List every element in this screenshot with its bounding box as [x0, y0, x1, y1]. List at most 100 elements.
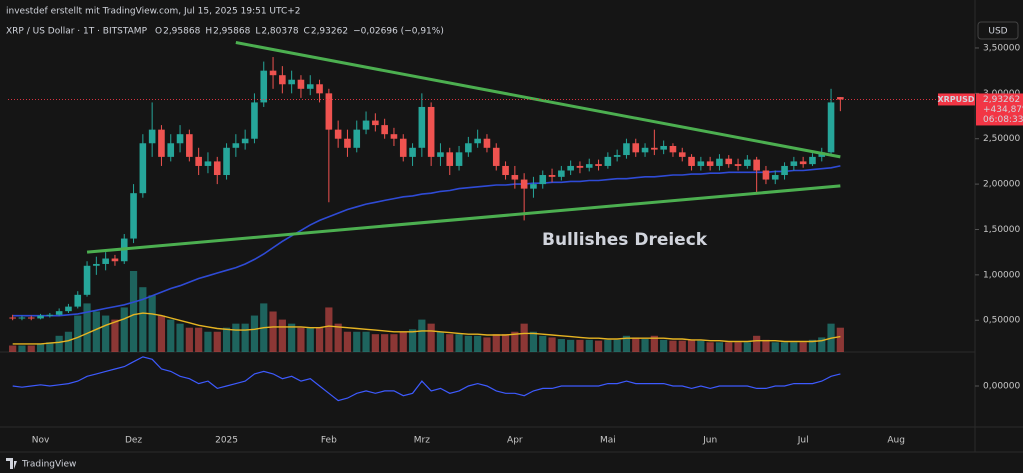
- volume-bar: [306, 327, 314, 352]
- ohlc-value: 2,93262: [311, 27, 348, 37]
- candle-body: [37, 315, 44, 319]
- volume-bar: [678, 340, 686, 352]
- indicator-line: [12, 356, 841, 402]
- volume-bar: [102, 315, 110, 352]
- volume-bar: [176, 323, 184, 352]
- candle-body: [502, 165, 509, 176]
- price-tag-symbol-text: XRPUSD: [937, 95, 974, 104]
- volume-bar: [334, 323, 342, 352]
- candle-body: [697, 161, 705, 166]
- candle-body: [799, 161, 807, 165]
- candle-body: [585, 164, 593, 168]
- candle-body: [288, 79, 295, 85]
- candle-body: [790, 161, 798, 166]
- volume-bar: [455, 334, 463, 352]
- volume-bar: [548, 337, 556, 352]
- volume-bar: [808, 339, 817, 352]
- volume-bar: [818, 337, 826, 352]
- volume-bar: [64, 331, 73, 352]
- volume-bar: [55, 335, 63, 352]
- volume-bar: [771, 342, 779, 352]
- candle-body: [632, 143, 640, 153]
- candle-body: [483, 138, 491, 148]
- volume-bar: [641, 339, 649, 352]
- volume-bar: [288, 323, 296, 352]
- brand-logo: [6, 458, 17, 469]
- candle-body: [148, 129, 156, 144]
- volume-bar: [418, 319, 426, 352]
- candle-body: [344, 138, 351, 148]
- candle-body: [678, 152, 686, 157]
- ohlc-key: L: [255, 27, 260, 37]
- volume-bar: [753, 335, 761, 352]
- y-tick-label: 2,50000: [983, 134, 1020, 144]
- volume-bar: [390, 334, 398, 352]
- candle-body: [353, 129, 361, 148]
- candle-body: [539, 175, 547, 185]
- candle-body: [613, 155, 621, 157]
- candle-body: [734, 164, 742, 166]
- candle-body: [334, 129, 342, 139]
- candle-body: [241, 138, 249, 144]
- volume-bar: [474, 335, 482, 352]
- candle-body: [409, 147, 416, 157]
- ohlc-value: 2,95868: [163, 27, 200, 37]
- y-tick-label: 1,50000: [983, 225, 1020, 235]
- volume-bar: [232, 323, 240, 352]
- volume-bar: [167, 319, 175, 352]
- x-tick-label: Dez: [125, 436, 142, 446]
- volume-bar: [557, 339, 565, 352]
- candle-body: [297, 79, 305, 89]
- candle-body: [623, 143, 630, 156]
- volume-bar: [325, 307, 333, 352]
- volume-bar: [381, 334, 389, 352]
- volume-bar: [715, 342, 724, 352]
- volume-bar: [511, 331, 519, 352]
- candle-body: [567, 165, 574, 171]
- candle-body: [660, 145, 667, 150]
- volume-bar: [353, 331, 361, 352]
- price-tag-change: +434,87%: [983, 105, 1023, 115]
- volume-bar: [585, 339, 593, 352]
- currency-button[interactable]: [977, 21, 1019, 40]
- candle-body: [260, 70, 268, 103]
- candle-body: [195, 156, 202, 166]
- change: −0,02696 (−0,91%): [353, 27, 444, 37]
- candle-body: [27, 317, 35, 319]
- volume-bar: [250, 315, 259, 352]
- candle-body: [548, 175, 556, 177]
- volume-bar: [529, 331, 538, 352]
- volume-bar: [436, 331, 445, 352]
- volume-bar: [613, 339, 621, 352]
- x-tick-label: Feb: [321, 436, 337, 446]
- y2-tick-label: 0,00000: [983, 382, 1020, 392]
- volume-bar: [129, 271, 138, 352]
- candle-body: [186, 134, 193, 157]
- candle-body: [130, 193, 137, 239]
- volume-bar: [343, 331, 352, 352]
- x-tick-label: Mrz: [414, 436, 430, 446]
- candle-body: [520, 179, 528, 189]
- candle-body: [74, 294, 82, 307]
- volume-bar: [213, 331, 221, 352]
- volume-bar: [576, 339, 584, 352]
- volume-bar: [780, 342, 789, 352]
- candle-body: [18, 317, 26, 319]
- candle-body: [511, 175, 519, 180]
- volume-bar: [36, 343, 45, 352]
- candle-body: [576, 165, 584, 168]
- volume-bar: [697, 340, 705, 352]
- volume-bar: [762, 339, 770, 352]
- moving-average: [12, 165, 841, 317]
- candle-body: [641, 147, 649, 153]
- currency[interactable]: USD: [988, 27, 1007, 37]
- volume-bar: [399, 331, 407, 352]
- candle-body: [558, 170, 565, 177]
- volume-bar: [734, 342, 742, 352]
- volume-bar: [46, 342, 54, 352]
- candle-body: [325, 93, 333, 130]
- candle-body: [213, 161, 221, 176]
